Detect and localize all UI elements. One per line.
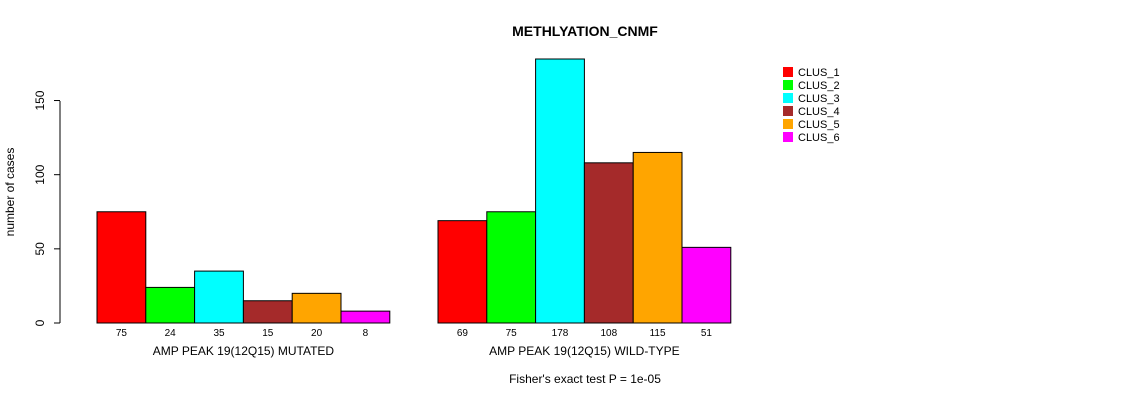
bar-wild-type-clus-2 [486, 211, 537, 324]
group-label-wild-type: AMP PEAK 19(12Q15) WILD-TYPE [489, 344, 680, 358]
bar-value-label: 115 [650, 328, 666, 339]
bar-value-label: 35 [213, 328, 225, 339]
bar-mutated-clus-1 [96, 211, 147, 324]
legend-label-clus-1: CLUS_1 [798, 67, 840, 79]
bar-value-label: 178 [552, 328, 569, 339]
bar-mutated-clus-2 [145, 286, 196, 324]
y-tick-label: 150 [33, 90, 47, 110]
bar-mutated-clus-5 [291, 292, 342, 324]
y-axis-label: number of cases [3, 148, 17, 237]
legend-swatch-clus-3 [783, 93, 793, 103]
bar-mutated-clus-6 [340, 310, 391, 324]
legend-swatch-clus-4 [783, 106, 793, 116]
bar-wild-type-clus-6 [681, 246, 732, 324]
bar-value-label: 69 [457, 328, 469, 339]
chart-title: METHLYATION_CNMF [512, 23, 658, 39]
bar-series [96, 58, 732, 324]
legend-swatch-clus-2 [783, 80, 793, 90]
legend-label-clus-5: CLUS_5 [798, 119, 840, 131]
bar-wild-type-clus-1 [437, 220, 488, 324]
bar-value-label: 51 [701, 328, 713, 339]
bar-value-label: 75 [506, 328, 518, 339]
legend-swatch-clus-1 [783, 67, 793, 77]
bar-value-label: 15 [262, 328, 274, 339]
bar-value-label: 108 [600, 328, 617, 339]
bar-value-label: 24 [165, 328, 177, 339]
group-labels: AMP PEAK 19(12Q15) MUTATED AMP PEAK 19(12… [153, 344, 680, 358]
footnote: Fisher's exact test P = 1e-05 [509, 372, 661, 386]
legend-swatch-clus-6 [783, 132, 793, 142]
y-tick-label: 0 [33, 319, 47, 326]
legend-label-clus-3: CLUS_3 [798, 93, 840, 105]
bar-wild-type-clus-5 [632, 151, 683, 324]
legend-label-clus-6: CLUS_6 [798, 132, 840, 144]
bar-value-labels: 75 24 35 15 20 8 69 75 178 108 115 51 [116, 328, 713, 339]
bar-value-label: 75 [116, 328, 128, 339]
legend-label-clus-4: CLUS_4 [798, 106, 840, 118]
bar-value-label: 20 [311, 328, 323, 339]
legend-swatch-clus-5 [783, 119, 793, 129]
bar-mutated-clus-3 [194, 270, 244, 324]
bar-wild-type-clus-4 [583, 162, 634, 324]
y-tick-label: 50 [33, 242, 47, 256]
y-tick-label: 100 [33, 164, 47, 184]
bar-value-label: 8 [363, 328, 369, 339]
bar-mutated-clus-4 [242, 300, 293, 324]
bar-wild-type-clus-3 [535, 58, 585, 324]
legend-label-clus-2: CLUS_2 [798, 80, 840, 92]
y-axis: 0 50 100 150 number of cases [3, 90, 61, 326]
group-label-mutated: AMP PEAK 19(12Q15) MUTATED [153, 344, 335, 358]
